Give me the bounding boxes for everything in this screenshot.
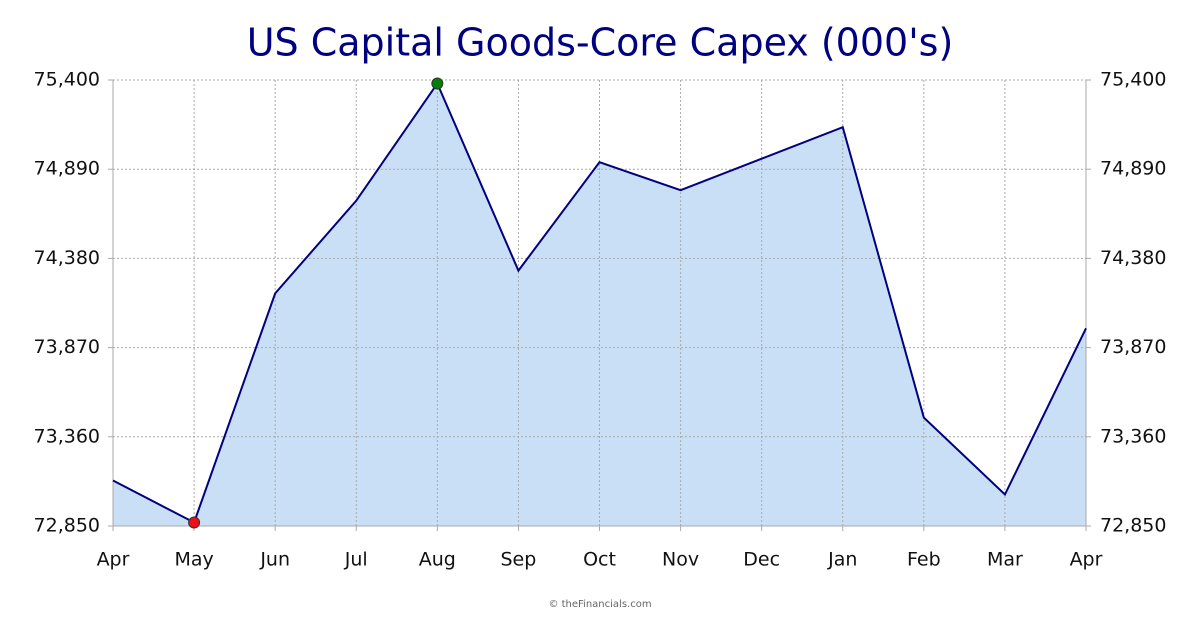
y-tick-label: 73,360 — [34, 425, 100, 447]
max-marker — [431, 77, 444, 90]
y-tick-label: 74,890 — [34, 158, 100, 180]
x-tick-label: Jun — [259, 549, 290, 571]
y-tick-label: 73,870 — [34, 336, 100, 358]
x-tick-label: Nov — [662, 549, 699, 571]
x-tick-label: Apr — [1070, 549, 1103, 571]
x-tick-label: Dec — [743, 549, 780, 571]
min-marker — [188, 516, 201, 529]
x-tick-label: Oct — [583, 549, 616, 571]
x-tick-label: Feb — [907, 549, 941, 571]
y-tick-label: 72,850 — [34, 515, 100, 537]
y2-tick-label: 73,360 — [1100, 425, 1166, 447]
x-tick-label: Mar — [987, 549, 1023, 571]
x-tick-label: Jan — [827, 549, 857, 571]
y2-tick-label: 72,850 — [1100, 515, 1166, 537]
x-tick-label: May — [174, 549, 213, 571]
source: © theFinancials.com — [548, 599, 651, 610]
x-tick-label: Apr — [97, 549, 130, 571]
y2-tick-label: 74,890 — [1100, 158, 1166, 180]
line — [112, 81, 1087, 524]
x-tick-label: Aug — [419, 549, 456, 571]
y2-tick-label: 75,400 — [1100, 69, 1166, 91]
x-tick-label: Jul — [344, 549, 368, 571]
chart-title: US Capital Goods-Core Capex (000's) — [247, 21, 954, 65]
y2-tick-label: 73,870 — [1100, 336, 1166, 358]
y-tick-label: 75,400 — [34, 69, 100, 91]
y2-tick-label: 74,380 — [1100, 247, 1166, 269]
x-tick-label: Sep — [501, 549, 537, 571]
y-tick-label: 74,380 — [34, 247, 100, 269]
